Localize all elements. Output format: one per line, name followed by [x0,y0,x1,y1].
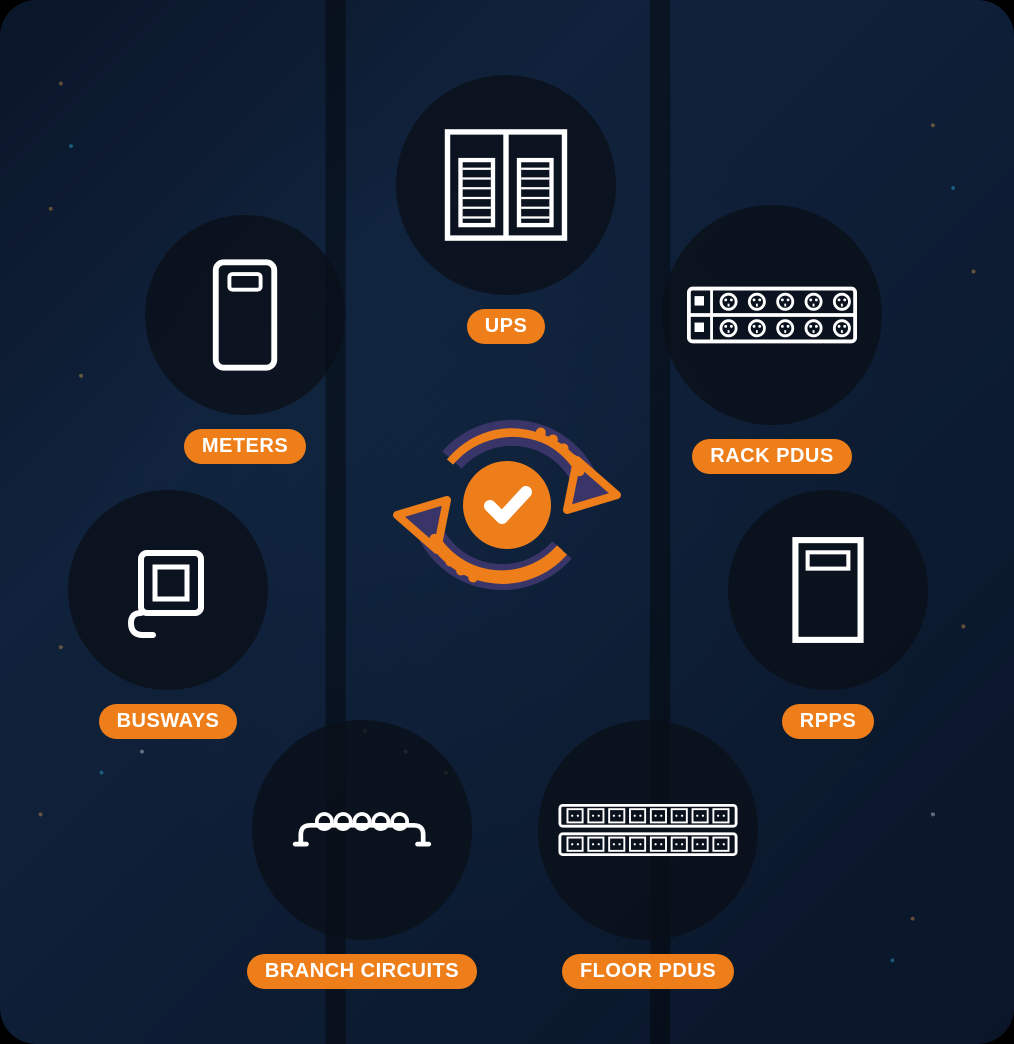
node-branch-circuits: BRANCH CIRCUITS [252,720,472,989]
node-rpps: RPPS [728,490,928,739]
node-label-pill: RPPS [782,704,874,739]
node-label-pill: UPS [467,309,546,344]
node-busways: BUSWAYS [68,490,268,739]
infographic-canvas: UPS METERS [0,0,1014,1044]
node-label-pill: FLOOR PDUS [562,954,734,989]
node-meters: METERS [145,215,345,464]
node-ups: UPS [396,75,616,344]
busway-icon [113,535,223,645]
center-hub [382,380,632,630]
rpp-panel-icon [787,534,869,646]
node-label-pill: METERS [184,429,306,464]
cycle-arrows-icon [382,380,632,630]
node-rack-pdus: RACK PDUS [662,205,882,474]
node-label-pill: BUSWAYS [99,704,238,739]
rack-pdu-icon [687,286,857,344]
node-label-pill: BRANCH CIRCUITS [247,954,477,989]
node-floor-pdus: FLOOR PDUS [538,720,758,989]
ups-cabinet-icon [441,125,571,245]
floor-pdu-icon [558,801,738,859]
branch-circuit-icon [282,806,442,854]
meter-icon [206,256,284,374]
node-label-pill: RACK PDUS [692,439,851,474]
